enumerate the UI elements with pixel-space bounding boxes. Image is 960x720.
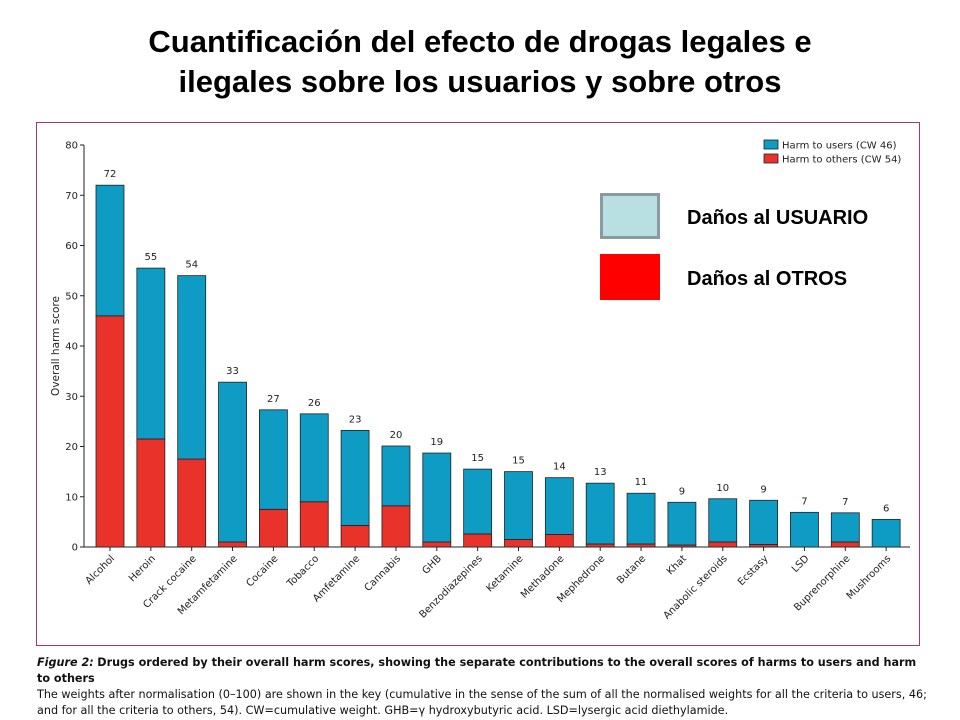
bar-users <box>95 184 125 317</box>
figure-caption: Figure 2: Drugs ordered by their overall… <box>37 655 927 719</box>
users-harm-swatch <box>600 193 660 239</box>
y-tick-label: 20 <box>65 442 78 453</box>
bar-users <box>626 492 656 545</box>
bar-others <box>340 524 370 548</box>
y-tick-label: 70 <box>65 191 78 202</box>
bar-total-label: 19 <box>430 437 443 448</box>
page-title: Cuantificación del efecto de drogas lega… <box>0 22 960 102</box>
bar-total-label: 55 <box>144 252 157 263</box>
category-label: Ketamine <box>484 553 525 594</box>
bar-users <box>585 482 615 545</box>
bar-others <box>299 501 329 548</box>
bar-total-label: 23 <box>349 414 362 425</box>
others-harm-swatch <box>600 254 660 300</box>
bar-others <box>422 541 452 548</box>
category-label: Cannabis <box>363 553 403 593</box>
bar-users <box>218 381 247 543</box>
bar-users <box>667 501 697 546</box>
bar-others <box>177 458 207 548</box>
bar-users <box>544 477 574 535</box>
y-tick-label: 50 <box>65 291 78 302</box>
bar-users <box>381 445 411 507</box>
y-tick-label: 60 <box>65 241 78 252</box>
bar-users <box>708 498 738 543</box>
bar-others <box>136 438 166 548</box>
bar-total-label: 26 <box>308 398 321 409</box>
bar-total-label: 20 <box>390 430 403 441</box>
legend-label: Harm to others (CW 54) <box>782 155 901 166</box>
category-label: Butane <box>615 553 648 586</box>
bar-others <box>544 534 574 548</box>
legend-swatch <box>763 153 779 164</box>
category-label: Heroin <box>127 553 158 584</box>
bar-others <box>463 533 493 548</box>
chart-bars <box>95 184 901 548</box>
bar-total-label: 9 <box>760 484 766 495</box>
users-harm-label: Daños al USUARIO <box>687 207 869 229</box>
bar-total-label: 33 <box>226 366 239 377</box>
bar-users <box>258 409 288 510</box>
bar-users <box>504 471 533 540</box>
bar-others <box>381 505 411 548</box>
bar-users <box>830 512 860 543</box>
bar-users <box>299 413 329 503</box>
y-tick-label: 0 <box>72 543 78 554</box>
category-label: LSD <box>790 553 812 575</box>
bar-total-label: 10 <box>716 483 729 494</box>
bar-others <box>830 541 860 548</box>
caption-lead: Drugs ordered by their overall harm scor… <box>37 656 917 685</box>
bar-total-label: 72 <box>104 169 117 180</box>
category-label: GHB <box>420 553 444 577</box>
category-label: Tobacco <box>285 553 322 590</box>
bar-others <box>504 539 533 548</box>
category-label: Khat <box>665 553 689 577</box>
bar-total-label: 6 <box>883 503 889 514</box>
bar-total-label: 27 <box>267 394 280 405</box>
bar-others <box>585 543 615 548</box>
title-line-1: Cuantificación del efecto de drogas lega… <box>148 24 812 59</box>
bar-users <box>871 518 901 548</box>
y-axis-label: Overall harm score <box>50 296 62 396</box>
category-label: Mushrooms <box>845 553 894 602</box>
y-tick-label: 30 <box>65 392 78 403</box>
bar-users <box>463 468 493 535</box>
category-label: Cocaine <box>244 553 280 589</box>
y-tick-label: 80 <box>65 141 78 152</box>
bar-others <box>218 541 247 548</box>
caption-body: The weights after normalisation (0–100) … <box>37 688 927 717</box>
legend-label: Harm to users (CW 46) <box>782 141 897 152</box>
chart-legend: Harm to users (CW 46) Harm to others (CW … <box>763 139 901 166</box>
bar-total-label: 7 <box>801 496 807 507</box>
category-label: Alcohol <box>84 553 118 587</box>
bar-users <box>177 275 207 460</box>
bar-total-label: 15 <box>512 456 525 467</box>
bar-total-label: 15 <box>471 453 484 464</box>
bar-users <box>790 511 819 548</box>
bar-others <box>258 508 288 548</box>
bar-users <box>340 430 370 526</box>
chart-frame <box>36 122 920 646</box>
y-tick-label: 10 <box>65 492 78 503</box>
bar-total-label: 9 <box>679 486 685 497</box>
bar-others <box>95 315 125 548</box>
others-harm-label: Daños al OTROS <box>687 268 848 290</box>
category-label: Ecstasy <box>736 553 771 588</box>
bar-users <box>136 267 166 440</box>
bar-total-label: 7 <box>842 497 848 508</box>
bar-users <box>749 499 778 545</box>
bar-total-label: 54 <box>185 260 198 271</box>
bar-others <box>708 541 738 548</box>
y-tick-label: 40 <box>65 342 78 353</box>
bar-total-label: 13 <box>594 467 607 478</box>
bar-others <box>626 543 656 548</box>
bar-total-label: 14 <box>553 462 566 473</box>
caption-figure-label: Figure 2: <box>37 656 94 669</box>
legend-swatch <box>763 139 779 150</box>
title-line-2: ilegales sobre los usuarios y sobre otro… <box>178 64 782 99</box>
bar-users <box>422 452 452 543</box>
bar-total-label: 11 <box>635 477 648 488</box>
